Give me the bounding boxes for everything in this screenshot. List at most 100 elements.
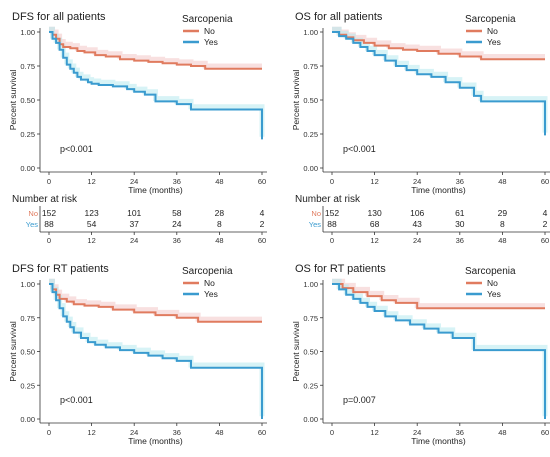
risk-count: 4 (543, 208, 548, 218)
x-tick-label: 36 (173, 428, 181, 437)
risk-count: 123 (85, 208, 99, 218)
risk-x-tick-label: 12 (370, 236, 378, 245)
y-axis-label: Percent survival (8, 70, 18, 131)
y-tick-label: 0.00 (303, 164, 318, 173)
risk-count: 106 (410, 208, 424, 218)
risk-x-tick-label: 24 (130, 236, 138, 245)
x-tick-label: 0 (330, 428, 334, 437)
x-tick-label: 24 (413, 177, 421, 186)
km-panel: DFS for RT patients 0.00 0.25 0.50 0.75 1.00 0… (8, 263, 267, 446)
x-tick-label: 0 (47, 428, 51, 437)
risk-table: Number at risk No 152 130 106 61 29 4 Yes 88 68 43 3… (295, 194, 550, 245)
y-axis-label: Percent survival (291, 321, 301, 382)
risk-group-label: No (311, 209, 321, 218)
km-confidence-band (49, 26, 262, 69)
legend-label-yes: Yes (487, 37, 501, 47)
x-tick-label: 12 (370, 428, 378, 437)
risk-count: 28 (215, 208, 225, 218)
y-tick-label: 0.00 (20, 415, 35, 424)
risk-count: 30 (455, 219, 465, 229)
x-axis-label: Time (months) (128, 436, 183, 446)
x-axis-label: Time (months) (411, 436, 466, 446)
risk-count: 2 (543, 219, 548, 229)
y-tick-label: 0.00 (20, 164, 35, 173)
risk-count: 88 (327, 219, 337, 229)
risk-count: 88 (44, 219, 54, 229)
x-tick-label: 24 (413, 428, 421, 437)
x-tick-label: 60 (541, 177, 549, 186)
km-panel: OS for RT patients 0.00 0.25 0.50 0.75 1.00 0 1… (291, 263, 550, 446)
x-tick-label: 12 (370, 177, 378, 186)
x-tick-label: 48 (215, 428, 223, 437)
y-tick-label: 0.75 (20, 62, 35, 71)
risk-count: 58 (172, 208, 182, 218)
panel-title: OS for all patients (295, 11, 383, 23)
panel-title: DFS for all patients (12, 11, 106, 23)
risk-x-tick-label: 36 (173, 236, 181, 245)
km-curve-yes (332, 283, 546, 419)
km-curve-yes (332, 31, 546, 136)
km-curve-yes (49, 31, 263, 140)
legend-title: Sarcopenia (465, 14, 516, 25)
x-tick-label: 48 (215, 177, 223, 186)
risk-table-title: Number at risk (295, 194, 361, 205)
risk-count: 8 (217, 219, 222, 229)
legend-title: Sarcopenia (182, 14, 233, 25)
legend-title: Sarcopenia (182, 266, 233, 277)
risk-x-tick-label: 60 (258, 236, 266, 245)
km-curve-no (332, 283, 545, 310)
risk-count: 24 (172, 219, 182, 229)
risk-count: 54 (87, 219, 97, 229)
x-tick-label: 24 (130, 428, 138, 437)
x-tick-label: 36 (173, 177, 181, 186)
km-panel: OS for all patients 0.00 0.25 0.50 0.75 1.00 0… (291, 11, 550, 245)
risk-x-tick-label: 0 (47, 236, 51, 245)
y-tick-label: 0.50 (20, 96, 35, 105)
legend-label-no: No (204, 26, 215, 36)
risk-x-tick-label: 12 (87, 236, 95, 245)
x-tick-label: 12 (87, 177, 95, 186)
legend-title: Sarcopenia (465, 266, 516, 277)
x-axis-label: Time (months) (411, 185, 466, 195)
x-tick-label: 60 (541, 428, 549, 437)
y-tick-label: 0.75 (303, 314, 318, 323)
panel-title: OS for RT patients (295, 263, 386, 275)
risk-x-tick-label: 48 (215, 236, 223, 245)
y-tick-label: 0.25 (20, 130, 35, 139)
risk-group-label: Yes (309, 220, 321, 229)
km-confidence-band (332, 26, 548, 133)
risk-count: 101 (127, 208, 141, 218)
p-value: p<0.001 (343, 144, 376, 154)
y-tick-label: 0.50 (20, 348, 35, 357)
p-value: p=0.007 (343, 395, 376, 405)
legend-label-yes: Yes (204, 37, 218, 47)
legend-label-yes: Yes (487, 289, 501, 299)
risk-x-tick-label: 24 (413, 236, 421, 245)
risk-group-label: No (28, 209, 38, 218)
panel-title: DFS for RT patients (12, 263, 109, 275)
p-value: p<0.001 (60, 395, 93, 405)
risk-x-tick-label: 0 (330, 236, 334, 245)
y-axis-label: Percent survival (291, 70, 301, 131)
risk-count: 61 (455, 208, 465, 218)
risk-count: 29 (498, 208, 508, 218)
y-tick-label: 0.50 (303, 348, 318, 357)
risk-count: 2 (260, 219, 265, 229)
risk-count: 37 (129, 219, 139, 229)
x-tick-label: 36 (456, 177, 464, 186)
y-axis-label: Percent survival (8, 321, 18, 382)
risk-x-tick-label: 36 (456, 236, 464, 245)
y-tick-label: 0.75 (20, 314, 35, 323)
x-axis-label: Time (months) (128, 185, 183, 195)
risk-count: 152 (42, 208, 56, 218)
x-tick-label: 36 (456, 428, 464, 437)
y-tick-label: 1.00 (303, 280, 318, 289)
legend-label-no: No (487, 26, 498, 36)
legend-label-no: No (487, 278, 498, 288)
y-tick-label: 0.25 (303, 381, 318, 390)
p-value: p<0.001 (60, 144, 93, 154)
risk-group-label: Yes (26, 220, 38, 229)
x-tick-label: 0 (330, 177, 334, 186)
